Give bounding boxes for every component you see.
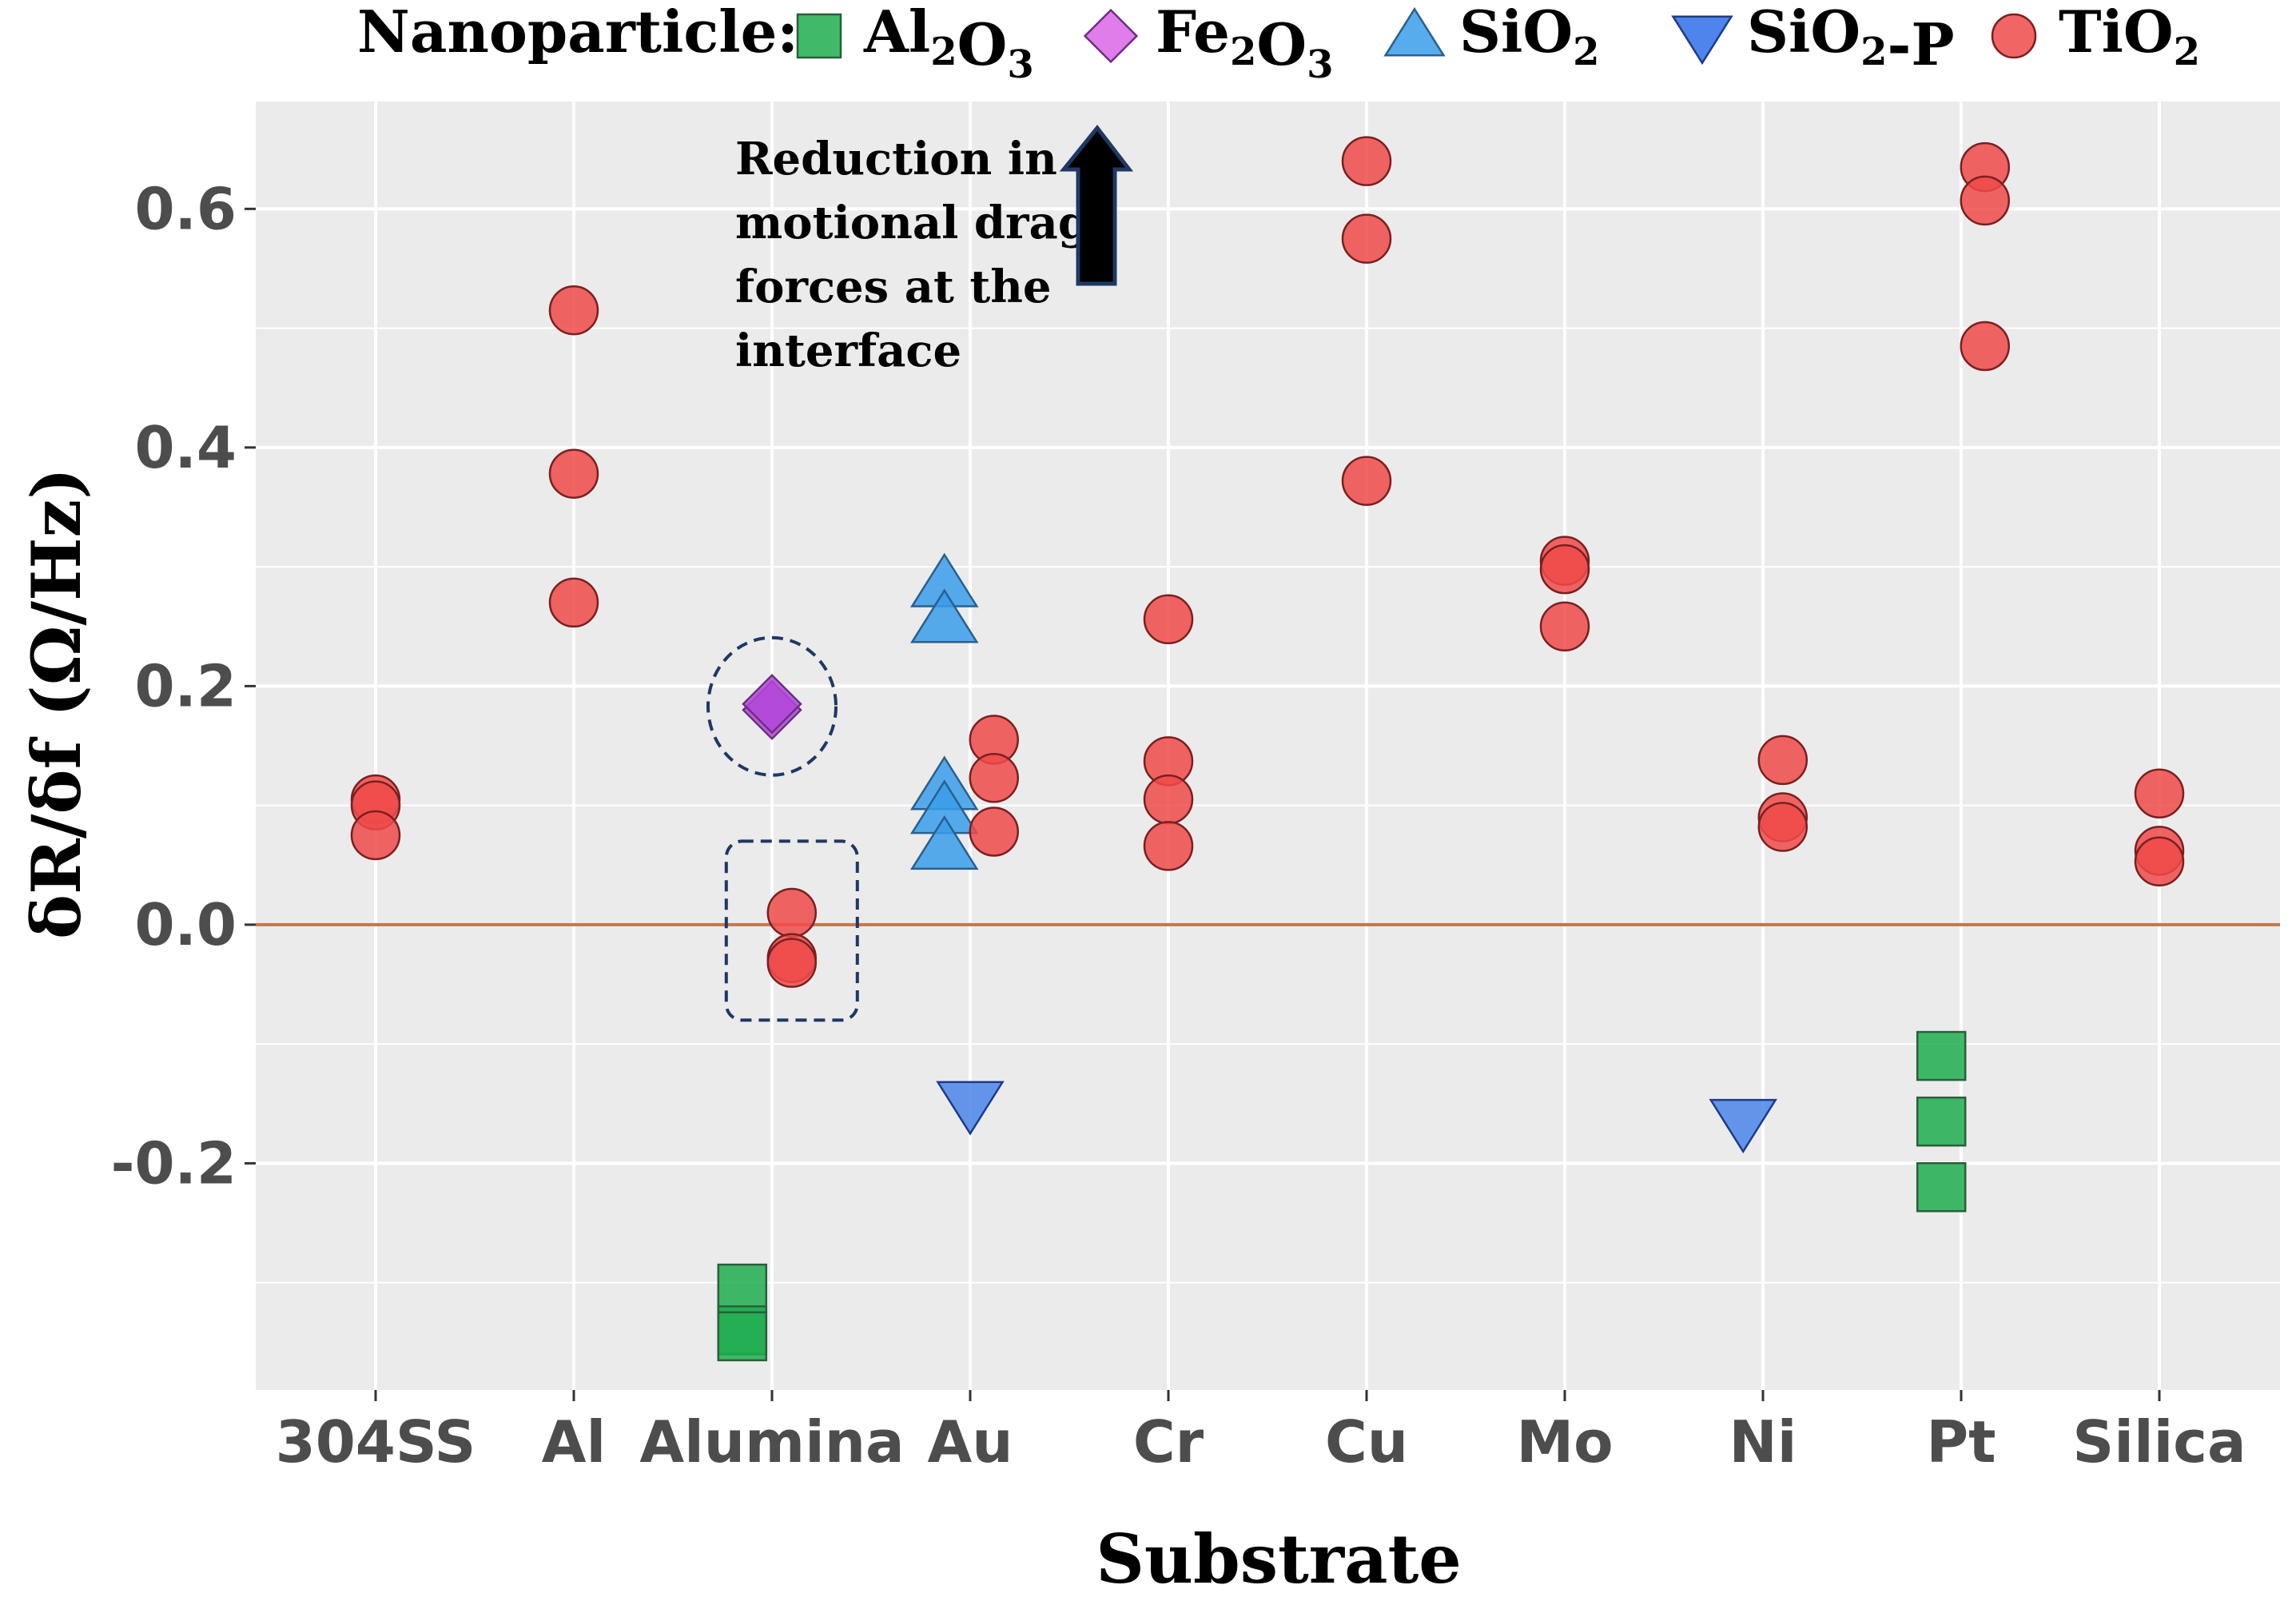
y-axis-ticks: -0.2 0.0 0.2 0.4 0.6 [111, 175, 256, 1197]
legend-title: Nanoparticle: [357, 0, 798, 66]
point-tio2-cu [1341, 213, 1392, 264]
annotation-line: motional drag [735, 197, 1089, 249]
point-al2o3-pt [1916, 1030, 1967, 1081]
y-tick-label: 0.6 [134, 175, 237, 242]
legend-key-sio2-p [1671, 15, 1733, 66]
point-sio2-p-au [936, 1081, 1005, 1136]
point-tio2-al [548, 285, 599, 336]
annotations: Reduction in motional drag forces at the in… [706, 124, 1134, 1022]
point-tio2-al [548, 577, 599, 628]
legend: Nanoparticle: Al2O3 Fe2O3 SiO2 SiO2-P TiO2 [357, 0, 2200, 87]
legend-key-fe2o3 [1083, 8, 1139, 64]
x-tick-label-304ss: 304SS [276, 1408, 476, 1476]
point-al2o3-alumina [717, 1263, 768, 1314]
y-tick-label: 0.4 [134, 414, 237, 481]
point-tio2-au [969, 806, 1020, 857]
legend-key-tio2 [1991, 13, 2037, 59]
point-tio2-pt [1960, 321, 2011, 372]
point-tio2-silica [2134, 836, 2185, 887]
legend-label-fe2o3: Fe2O3 [1156, 0, 1334, 87]
y-tick-label: 0.0 [134, 891, 237, 958]
point-fe2o3-alumina [742, 673, 802, 735]
grid-minor [256, 327, 2280, 1284]
highlight-circle-fe2o3 [706, 635, 838, 777]
legend-label-sio2-p: SiO2-P [1747, 0, 1955, 78]
x-tick-label-alumina: Alumina [639, 1408, 904, 1476]
point-tio2-au [969, 753, 1020, 803]
point-tio2-al [548, 448, 599, 499]
data-points [350, 136, 2185, 1362]
legend-key-al2o3 [796, 13, 842, 59]
x-tick-label-cu: Cu [1325, 1408, 1408, 1476]
point-tio2-cr [1143, 594, 1194, 645]
point-tio2-cr [1143, 821, 1194, 871]
point-tio2-ni [1757, 802, 1809, 852]
x-tick-label-au: Au [928, 1408, 1013, 1476]
point-tio2-cr [1143, 774, 1194, 825]
x-tick-label-cr: Cr [1133, 1408, 1204, 1476]
x-tick-label-pt: Pt [1926, 1408, 1996, 1476]
point-sio2-au [909, 815, 979, 870]
point-tio2-alumina [766, 938, 818, 988]
legend-label-tio2: TiO2 [2059, 0, 2200, 74]
point-tio2-pt [1960, 175, 2011, 226]
point-sio2-au [909, 588, 979, 643]
up-arrow-icon [1059, 124, 1134, 286]
legend-label-sio2: SiO2 [1459, 0, 1599, 74]
y-axis-title: δR/δf (Ω/Hz) [17, 468, 96, 939]
point-tio2-silica [2134, 768, 2185, 818]
point-sio2-p-ni [1709, 1098, 1777, 1154]
point-tio2-cu [1341, 136, 1392, 186]
annotation-line: Reduction in [735, 133, 1057, 185]
point-al2o3-pt [1916, 1162, 1967, 1213]
annotation-line: interface [735, 325, 961, 377]
arrow-annotation-text: Reduction in motional drag forces at the in… [735, 133, 1089, 377]
point-tio2-ni [1757, 735, 1809, 786]
x-tick-label-mo: Mo [1516, 1408, 1613, 1476]
point-tio2-mo [1539, 601, 1590, 651]
x-tick-label-silica: Silica [2072, 1408, 2246, 1476]
point-al2o3-alumina [717, 1311, 768, 1362]
annotation-line: forces at the [735, 261, 1052, 313]
point-tio2-alumina [766, 887, 818, 938]
x-tick-label-al: Al [542, 1408, 606, 1476]
point-tio2-mo [1539, 544, 1590, 595]
y-tick-label: 0.2 [134, 652, 237, 719]
legend-label-al2o3: Al2O3 [863, 0, 1034, 87]
x-tick-label-ni: Ni [1729, 1408, 1797, 1476]
point-tio2-cu [1341, 456, 1392, 506]
x-axis-title: Substrate [1096, 1519, 1462, 1599]
point-al2o3-pt [1916, 1096, 1967, 1147]
x-axis-ticks: 304SS Al Alumina Au Cr Cu Mo Ni Pt Silica [276, 1390, 2246, 1476]
y-tick-label: -0.2 [111, 1129, 237, 1197]
point-tio2-304ss [350, 810, 401, 861]
legend-key-sio2 [1383, 6, 1446, 57]
